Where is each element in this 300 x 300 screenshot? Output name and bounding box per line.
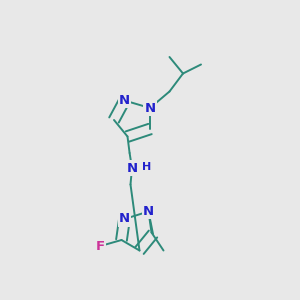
Text: F: F (96, 239, 105, 253)
Text: H: H (142, 162, 151, 172)
Text: N: N (144, 101, 156, 115)
Text: N: N (119, 212, 130, 226)
Text: N: N (143, 205, 154, 218)
Text: N: N (119, 94, 130, 107)
Text: N: N (126, 161, 138, 175)
